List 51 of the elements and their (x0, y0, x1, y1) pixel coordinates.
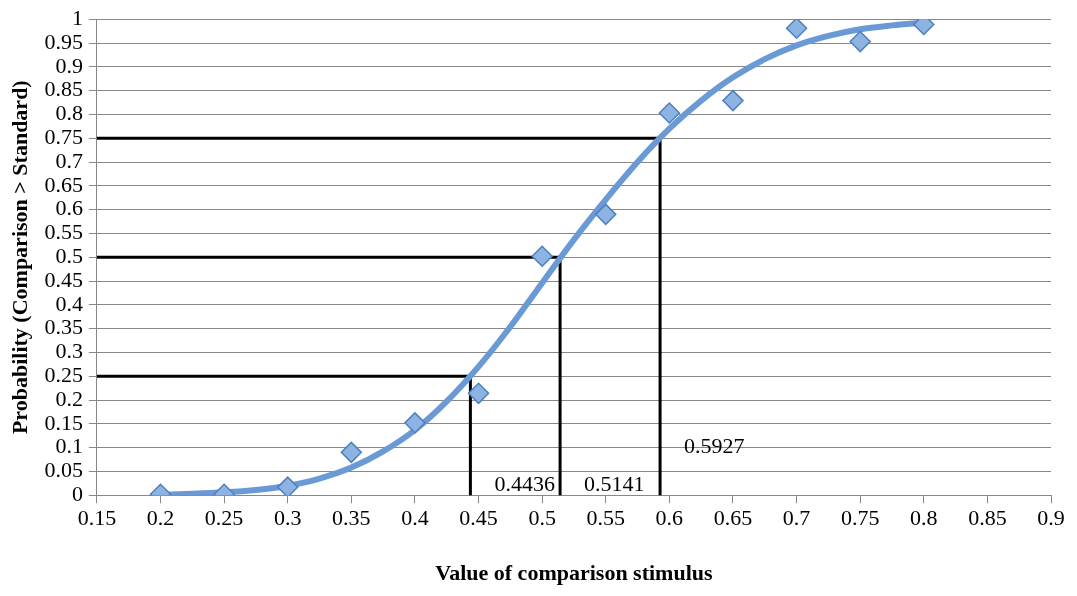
x-tick-label: 0.5 (528, 505, 556, 531)
annotation: 0.4436 (494, 471, 555, 497)
x-tick-label: 0.9 (1037, 505, 1065, 531)
x-tick-label: 0.45 (459, 505, 498, 531)
point (340, 441, 363, 464)
point (722, 89, 744, 112)
annotation: 0.5141 (584, 471, 645, 497)
x-tick-label: 0.2 (146, 505, 175, 531)
y-tick-label: 0.65 (44, 171, 83, 197)
y-tick-label: 0.1 (55, 433, 83, 459)
point (276, 476, 299, 496)
point (467, 382, 490, 405)
y-tick-label: 0.2 (55, 385, 83, 411)
x-tick-label: 0.85 (968, 505, 1007, 531)
point (849, 30, 871, 53)
y-axis-title: Probability (Comparison > Standard) (6, 80, 32, 435)
y-tick-label: 0 (71, 480, 83, 506)
y-tick-label: 0.55 (44, 219, 83, 245)
point (595, 203, 617, 226)
point (531, 245, 553, 267)
y-tick-label: 0.45 (44, 266, 83, 292)
y-tick-label: 0.05 (44, 457, 83, 483)
x-tick-label: 0.75 (840, 505, 880, 531)
y-tick-label: 0.4 (55, 290, 83, 316)
y-tick-label: 0.25 (44, 361, 83, 387)
annotation: 0.5927 (684, 433, 745, 459)
x-tick-label: 0.25 (204, 505, 244, 531)
y-tick-label: 0.5 (55, 242, 83, 268)
y-tick-label: 0.75 (44, 123, 83, 149)
point (658, 102, 681, 124)
y-tick-label: 0.6 (55, 195, 83, 221)
y-tick-label: 0.15 (44, 409, 83, 435)
x-tick-label: 0.4 (401, 505, 429, 531)
y-tick-label: 0.85 (44, 76, 83, 102)
y-tick-label: 1 (71, 4, 83, 30)
y-tick-label: 0.9 (55, 52, 83, 78)
y-tick-label: 0.95 (44, 28, 83, 54)
y-tick-label: 0.3 (55, 338, 83, 364)
y-tick-label: 0.35 (44, 314, 83, 340)
y-tick-label: 0.8 (55, 100, 83, 126)
y-tick-label: 0.7 (55, 147, 83, 173)
x-tick-label: 0.65 (713, 505, 753, 531)
x-tick-label: 0.55 (586, 505, 625, 531)
x-tick-label: 0.6 (655, 505, 684, 531)
x-tick-label: 0.3 (273, 505, 302, 531)
point (785, 19, 808, 39)
x-tick-label: 0.8 (910, 505, 938, 531)
point (404, 412, 426, 434)
x-axis-title: Value of comparison stimulus (435, 560, 714, 586)
x-tick-label: 0.35 (332, 505, 371, 531)
x-tick-label: 0.7 (782, 505, 811, 531)
